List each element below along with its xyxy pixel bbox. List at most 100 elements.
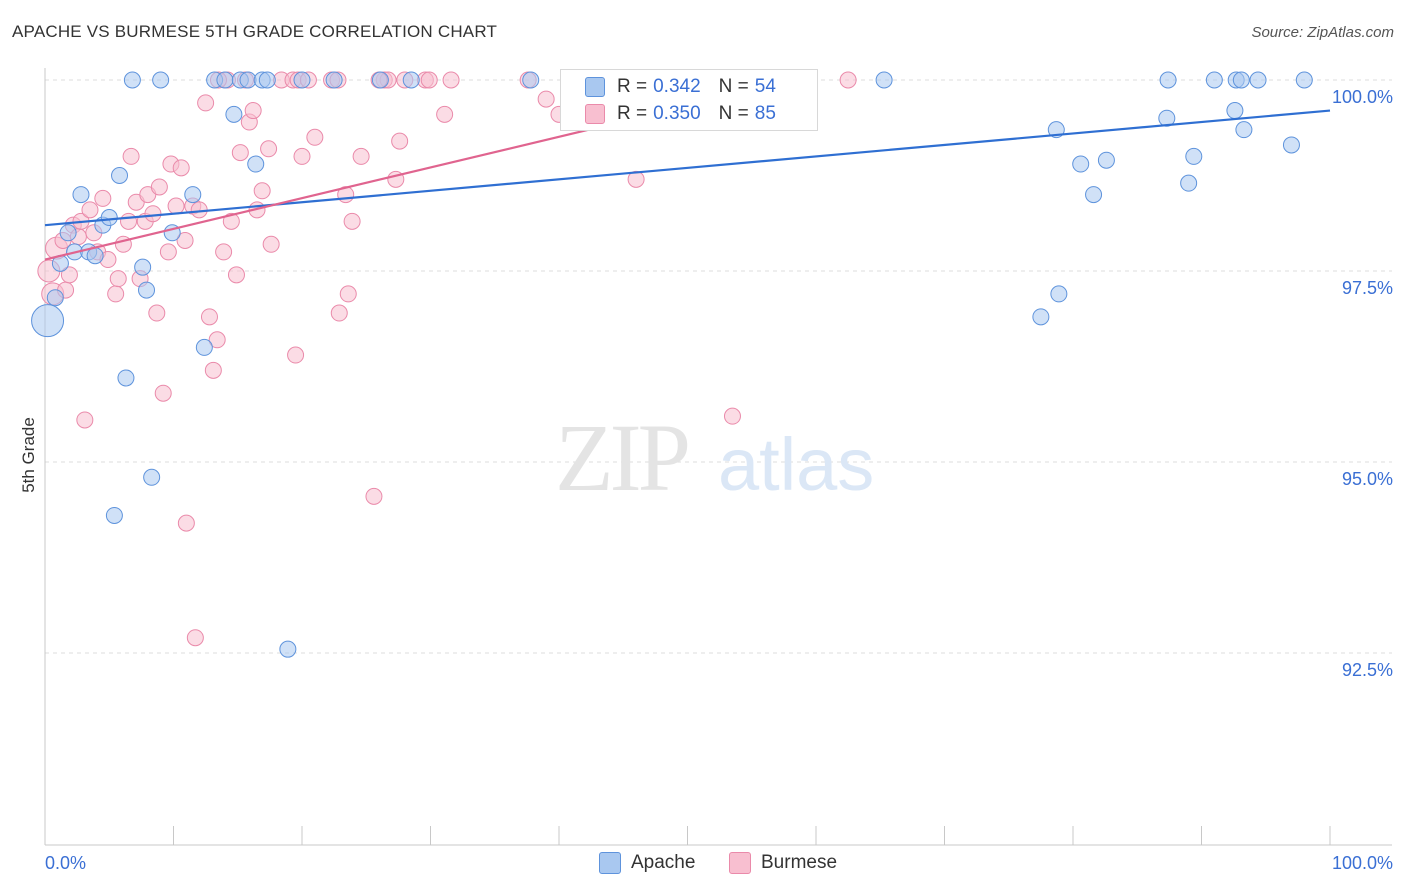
burmese-point: [260, 140, 278, 158]
burmese-point: [176, 231, 194, 249]
y-tick-label: 92.5%: [1342, 660, 1393, 680]
apache-point: [225, 105, 243, 123]
apache-point: [1072, 155, 1090, 173]
burmese-point: [231, 144, 249, 162]
apache-point: [86, 247, 104, 265]
burmese-point: [208, 331, 226, 349]
apache-point: [1249, 71, 1267, 89]
burmese-point: [215, 243, 233, 261]
watermark-zip: ZIP: [555, 404, 688, 511]
apache-point: [293, 71, 311, 89]
apache-legend-swatch: [599, 852, 621, 874]
apache-point: [1032, 308, 1050, 326]
legend-r-label: R =: [617, 76, 648, 97]
watermark: ZIP atlas: [555, 404, 874, 511]
legend-row-burmese: R = 0.350 N = 85: [585, 101, 782, 127]
apache-point: [1282, 136, 1300, 154]
legend-item-burmese: Burmese: [729, 852, 837, 874]
apache-point: [1226, 102, 1244, 120]
apache-point: [1085, 186, 1103, 204]
legend-r-label: R =: [617, 103, 648, 124]
burmese-point: [339, 285, 357, 303]
apache-point: [1050, 285, 1068, 303]
burmese-point: [76, 411, 94, 429]
apache-points: [31, 71, 1313, 658]
apache-point: [325, 71, 343, 89]
burmese-point: [197, 94, 215, 112]
burmese-point: [537, 90, 555, 108]
burmese-point: [330, 304, 348, 322]
legend-label-apache: Apache: [631, 852, 696, 873]
source-label: Source: ZipAtlas.com: [1251, 24, 1394, 41]
apache-point: [1295, 71, 1313, 89]
burmese-point: [150, 178, 168, 196]
apache-point: [1232, 71, 1250, 89]
burmese-point: [204, 361, 222, 379]
legend-n-label: N =: [718, 76, 749, 97]
burmese-point: [306, 128, 324, 146]
burmese-point: [352, 147, 370, 165]
apache-point: [239, 71, 257, 89]
burmese-point: [167, 197, 185, 215]
burmese-point: [442, 71, 460, 89]
apache-point: [247, 155, 265, 173]
apache-swatch: [585, 77, 605, 97]
chart-title: APACHE VS BURMESE 5TH GRADE CORRELATION …: [12, 22, 498, 41]
apache-point: [152, 71, 170, 89]
burmese-point: [154, 384, 172, 402]
burmese-point: [109, 270, 127, 288]
apache-point: [522, 71, 540, 89]
apache-point: [59, 224, 77, 242]
burmese-point: [122, 147, 140, 165]
burmese-point: [253, 182, 271, 200]
burmese-point: [420, 71, 438, 89]
apache-point: [1159, 71, 1177, 89]
apache-point: [111, 167, 129, 184]
legend-label-burmese: Burmese: [761, 852, 838, 873]
y-axis-label: 5th Grade: [19, 417, 38, 493]
burmese-point: [81, 201, 99, 219]
apache-point: [134, 258, 152, 276]
apache-point: [123, 71, 141, 89]
legend-n-value: 85: [754, 103, 776, 124]
burmese-points: [37, 71, 857, 647]
apache-point: [31, 304, 65, 338]
apache-point: [138, 281, 156, 299]
burmese-point: [159, 243, 177, 261]
legend-item-apache: Apache: [599, 852, 695, 874]
apache-trendline: [44, 109, 1331, 227]
apache-point: [195, 338, 213, 356]
y-tick-label: 97.5%: [1342, 278, 1393, 298]
stats-legend: R = 0.342 N = 54 R = 0.350 N = 85: [560, 69, 818, 131]
legend-r-value: 0.350: [653, 103, 701, 124]
apache-point: [371, 71, 389, 89]
burmese-point: [222, 212, 240, 230]
legend-n-value: 54: [754, 76, 776, 97]
y-tick-label: 100.0%: [1332, 87, 1393, 107]
legend-r-value: 0.342: [653, 76, 701, 97]
apache-point: [258, 71, 276, 89]
axes: [44, 68, 1392, 846]
burmese-point: [627, 170, 645, 188]
series-legend: Apache Burmese: [0, 852, 1406, 876]
burmese-point: [244, 102, 262, 120]
apache-point: [117, 369, 135, 387]
burmese-point: [262, 235, 280, 253]
x-tick-label: 0.0%: [45, 853, 86, 873]
burmese-point: [227, 266, 245, 284]
burmese-point: [200, 308, 218, 326]
burmese-point: [436, 105, 454, 123]
burmese-point: [293, 147, 311, 165]
apache-point: [1235, 121, 1253, 139]
apache-point: [46, 289, 64, 307]
burmese-point: [144, 205, 162, 223]
burmese-point: [148, 304, 166, 322]
watermark-atlas: atlas: [718, 423, 874, 506]
apache-point: [216, 71, 234, 89]
burmese-point: [60, 266, 78, 284]
burmese-swatch: [585, 104, 605, 124]
burmese-point: [94, 189, 112, 207]
apache-point: [105, 506, 123, 524]
burmese-legend-swatch: [729, 852, 751, 874]
